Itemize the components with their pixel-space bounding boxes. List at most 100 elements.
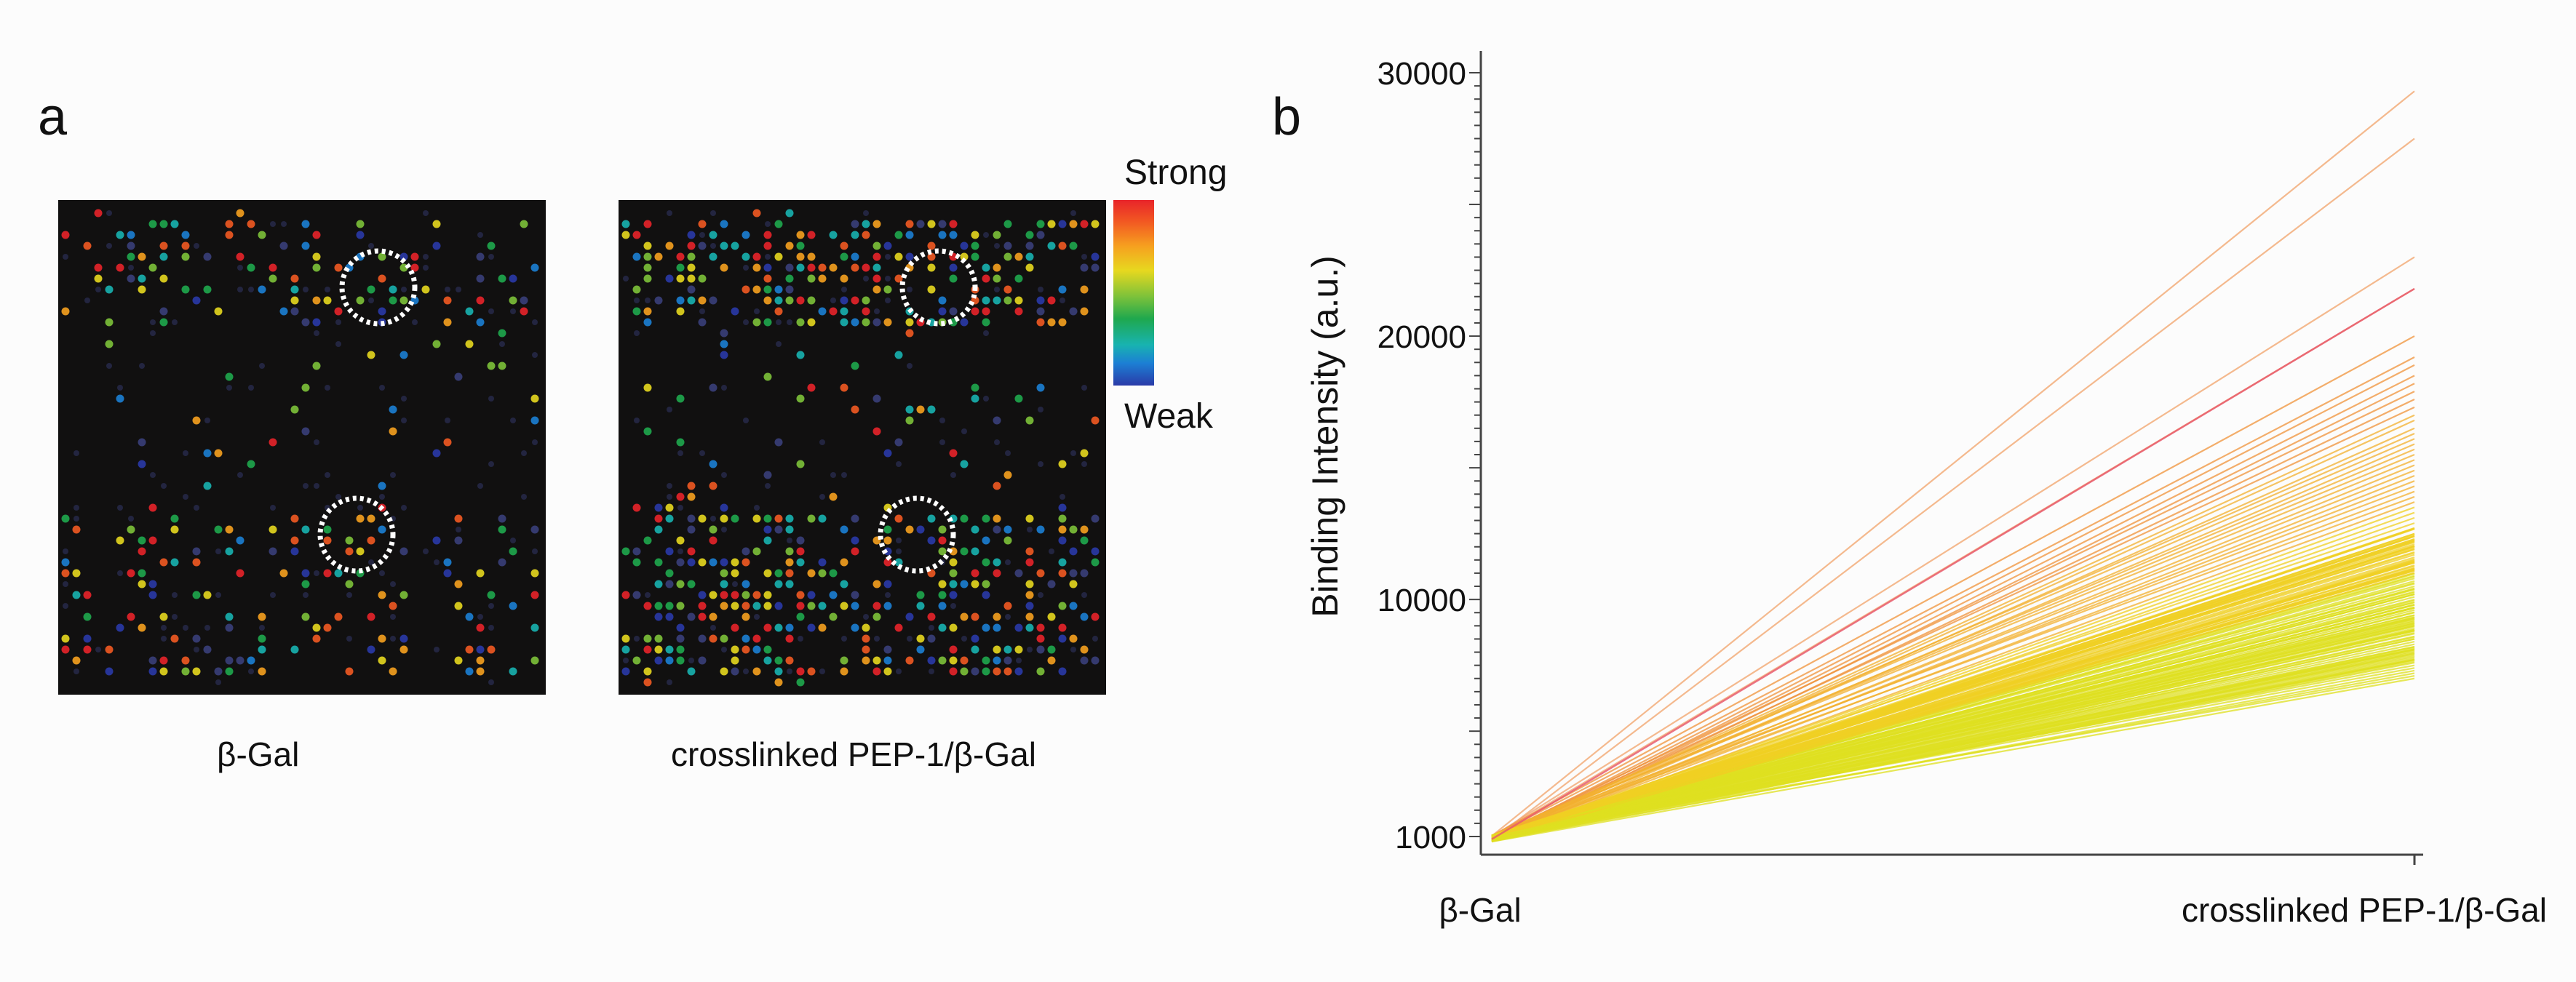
- array-spot: [960, 252, 969, 261]
- array-spot: [763, 536, 772, 545]
- array-spot: [1025, 558, 1034, 567]
- array-spot: [116, 231, 124, 239]
- array-spot: [752, 645, 761, 654]
- array-spot: [883, 536, 892, 545]
- array-spot: [927, 285, 936, 294]
- array-spot: [247, 263, 255, 272]
- array-spot: [1036, 307, 1045, 316]
- array-spot: [993, 416, 1001, 425]
- series-line: [1491, 287, 2415, 840]
- array-spot: [709, 536, 717, 545]
- array-spot: [159, 318, 168, 327]
- array-spot: [982, 296, 990, 305]
- series-line: [1491, 137, 2415, 841]
- array-spot: [665, 241, 674, 250]
- array-spot: [894, 231, 903, 239]
- array-spot: [763, 602, 772, 610]
- array-spot: [905, 525, 914, 534]
- array-spot: [323, 536, 332, 545]
- chart-axes: [1469, 51, 2423, 865]
- array-spot: [1025, 252, 1034, 261]
- array-spot: [1036, 667, 1045, 676]
- array-spot: [851, 536, 859, 545]
- array-spot: [301, 427, 310, 436]
- array-spot: [1036, 645, 1045, 654]
- array-spot: [982, 656, 990, 665]
- array-spot: [225, 667, 234, 676]
- array-spot: [840, 274, 848, 283]
- array-spot: [258, 612, 266, 621]
- array-spot: [258, 645, 266, 654]
- series-line: [1491, 636, 2415, 839]
- array-spot: [127, 252, 135, 261]
- array-spot: [138, 438, 146, 447]
- array-spot-dim: [488, 625, 494, 631]
- array-spot: [1025, 241, 1034, 250]
- array-spot: [949, 231, 958, 239]
- array-spot: [643, 427, 652, 436]
- array-spot: [643, 263, 652, 272]
- array-spot: [982, 318, 990, 327]
- array-spot: [654, 252, 663, 261]
- array-spot-dim: [325, 287, 330, 292]
- array-spot: [621, 591, 630, 599]
- array-spot: [763, 274, 772, 283]
- array-spot-dim: [907, 287, 913, 292]
- array-spot: [345, 580, 354, 588]
- array-spot: [1058, 525, 1067, 534]
- array-spot: [883, 667, 892, 676]
- array-spot: [334, 612, 343, 621]
- array-spot: [742, 645, 750, 654]
- array-spot-dim: [634, 298, 640, 303]
- array-spot: [1058, 623, 1067, 632]
- array-spot-dim: [379, 494, 385, 500]
- array-spot: [290, 536, 299, 545]
- array-spot: [763, 645, 772, 654]
- array-spot: [993, 231, 1001, 239]
- array-spot: [498, 362, 506, 370]
- array-spot-dim: [994, 243, 1000, 249]
- array-spot: [1036, 318, 1045, 327]
- array-spot: [236, 536, 245, 545]
- array-spot: [61, 514, 70, 523]
- array-spot: [665, 274, 674, 283]
- array-spot-dim: [423, 265, 429, 271]
- array-spot-dim: [1005, 450, 1011, 456]
- array-spot: [720, 667, 728, 676]
- array-spot: [378, 482, 386, 490]
- array-spot: [1058, 569, 1067, 578]
- array-spot-dim: [303, 592, 309, 598]
- array-spot-dim: [667, 483, 672, 489]
- array-spot: [840, 525, 848, 534]
- array-spot: [225, 656, 234, 665]
- array-spot: [851, 220, 859, 228]
- array-spot: [840, 296, 848, 305]
- array-spot: [225, 612, 234, 621]
- array-spot-dim: [994, 439, 1000, 445]
- array-spot: [290, 514, 299, 523]
- array-spot: [883, 241, 892, 250]
- array-spot: [829, 492, 838, 501]
- array-spot: [247, 656, 255, 665]
- array-spot: [785, 569, 794, 578]
- array-spot: [127, 231, 135, 239]
- array-spot: [181, 285, 190, 294]
- array-spot: [1080, 645, 1089, 654]
- array-spot: [236, 569, 245, 578]
- array-spot: [1003, 536, 1012, 545]
- array-spot: [1091, 612, 1100, 621]
- array-spot: [378, 591, 386, 599]
- series-line: [1491, 495, 2415, 838]
- array-spot: [1003, 645, 1012, 654]
- array-spot: [509, 547, 517, 556]
- array-spot: [894, 252, 903, 261]
- array-spot: [159, 241, 168, 250]
- series-line: [1491, 645, 2415, 838]
- array-spot: [1080, 656, 1089, 665]
- array-spot: [1058, 667, 1067, 676]
- array-spot: [509, 274, 517, 283]
- legend-strong-label: Strong: [1124, 153, 1228, 192]
- array-spot: [138, 285, 146, 294]
- array-spot: [982, 580, 990, 588]
- series-line: [1491, 572, 2415, 842]
